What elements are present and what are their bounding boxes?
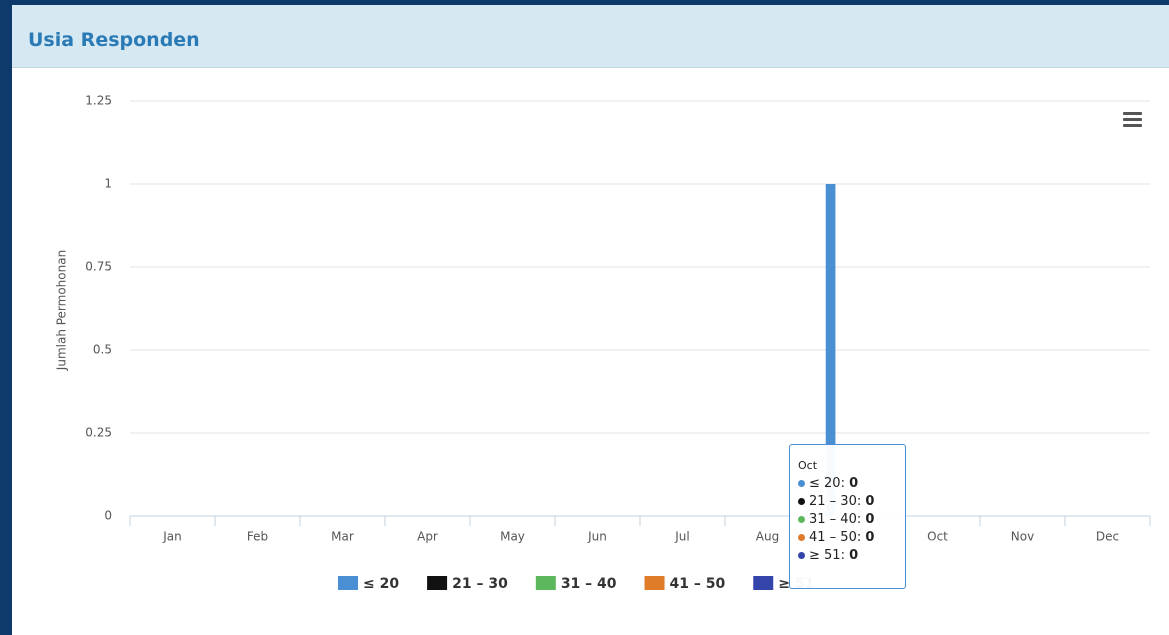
tooltip-dot: [798, 498, 805, 505]
x-tick-label: Feb: [247, 530, 268, 544]
bar: [825, 184, 836, 516]
legend-item[interactable]: ≤ 20: [338, 576, 399, 592]
panel-header: Usia Responden: [12, 5, 1169, 68]
tooltip-value: 0: [849, 548, 859, 563]
x-tick-label: May: [500, 530, 525, 544]
tooltip-name: ≤ 20: [809, 476, 841, 491]
tooltip-name: ≥ 51: [809, 548, 841, 563]
tooltip-name: 31 – 40: [809, 512, 857, 527]
legend-swatch: [644, 576, 665, 590]
tooltip-name: 41 – 50: [809, 530, 857, 545]
tooltip-dot: [798, 480, 805, 487]
tooltip-header: Oct: [798, 459, 818, 472]
tooltip-row: ≥ 51: 0: [798, 547, 897, 565]
y-tick-label: 0.75: [85, 260, 112, 274]
legend-label: 31 – 40: [561, 576, 617, 592]
tooltip-row: 41 – 50: 0: [798, 529, 897, 547]
legend-label: ≤ 20: [363, 576, 399, 592]
x-tick-label: Jul: [674, 530, 689, 544]
legend-label: 41 – 50: [670, 576, 726, 592]
tooltip-row: ≤ 20: 0: [798, 475, 897, 493]
y-tick-label: 0.5: [93, 343, 112, 357]
legend-swatch: [338, 576, 358, 590]
y-axis-title: Jumlah Permohonan: [55, 250, 69, 371]
x-tick-label: Aug: [756, 530, 779, 544]
tooltip-dot: [798, 534, 805, 541]
y-tick-label: 0: [104, 509, 112, 523]
x-tick-label: Nov: [1011, 530, 1034, 544]
tooltip-row: 31 – 40: 0: [798, 511, 897, 529]
panel-title: Usia Responden: [28, 29, 200, 51]
legend-item[interactable]: 41 – 50: [644, 576, 726, 592]
tooltip-value: 0: [865, 494, 875, 509]
tooltip: Oct ≤ 20: 0 21 – 30: 0 31 – 40: 0 41 – 50: 0…: [789, 444, 906, 589]
legend-swatch: [427, 576, 448, 590]
legend-swatch: [753, 576, 774, 590]
tooltip-dot: [798, 516, 805, 523]
legend-swatch: [535, 576, 556, 590]
panel: Usia Responden Jumlah Permohonan 0 0.25 0.…: [12, 5, 1169, 635]
y-tick-label: 0.25: [85, 426, 112, 440]
x-tick-label: Oct: [927, 530, 948, 544]
x-tick-label: Dec: [1096, 530, 1119, 544]
tooltip-dot: [798, 552, 805, 559]
tooltip-value: 0: [865, 530, 875, 545]
tooltip-name: 21 – 30: [809, 494, 857, 509]
legend-item[interactable]: 31 – 40: [535, 576, 617, 592]
x-tick-label: Jan: [162, 530, 182, 544]
tooltip-row: 21 – 30: 0: [798, 493, 897, 511]
x-tick-label: Mar: [331, 530, 354, 544]
x-tick-label: Apr: [417, 530, 438, 544]
y-tick-label: 1: [104, 177, 112, 191]
x-tick-label: Jun: [587, 530, 607, 544]
legend-item[interactable]: 21 – 30: [427, 576, 508, 592]
chart: Jumlah Permohonan 0 0.25 0.5 0.75 1 1.25 Jan Fe…: [55, 94, 1151, 592]
tooltip-value: 0: [865, 512, 875, 527]
legend-label: 21 – 30: [452, 576, 508, 592]
tooltip-value: 0: [849, 476, 859, 491]
y-tick-label: 1.25: [85, 94, 112, 108]
menu-icon[interactable]: [1123, 112, 1142, 127]
